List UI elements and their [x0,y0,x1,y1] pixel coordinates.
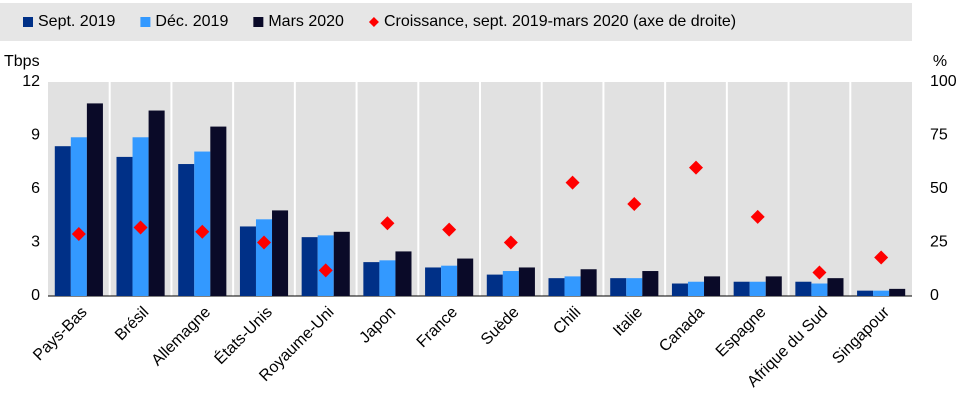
bar [333,231,350,296]
x-tick-label: Espagne [713,304,770,361]
bar [86,103,103,297]
bar [687,281,705,296]
bar [395,251,412,296]
diamond-marker [380,216,395,231]
diamond-marker [874,250,889,265]
diamond-marker [71,226,86,241]
legend-label: Mars 2020 [268,13,344,30]
x-tick-label: Allemagne [149,304,215,370]
bar [811,283,828,296]
y2-tick-label: 0 [930,287,939,304]
y-tick-label: 6 [31,180,40,197]
bar [502,271,519,296]
bar [363,262,380,296]
x-tick-label: Italie [610,304,646,340]
bar [301,237,318,296]
diamond-marker [133,220,148,235]
diamond-marker [565,175,580,190]
bar [564,276,581,296]
diamond-marker [442,222,457,237]
x-tick-label: Japon [356,304,399,347]
bar [457,258,474,296]
bar [239,226,256,296]
bar [733,281,750,296]
bar [518,267,535,296]
y-tick-label: 12 [22,73,40,90]
diamond-marker [627,196,642,211]
y-tick-label: 0 [31,287,40,304]
legend-label: Sept. 2019 [38,13,116,30]
x-tick-label: Chili [550,304,584,338]
bar [194,151,211,296]
bar [54,146,71,296]
bar [148,110,165,297]
bar [548,278,565,296]
bar [132,137,149,296]
bar [827,278,844,296]
legend-marker [253,17,264,27]
bar [626,278,643,296]
bar [642,271,659,296]
y2-tick-label: 100 [930,73,957,90]
legend-marker [23,17,33,27]
bar [178,164,195,296]
x-tick-label: États-Unis [210,302,276,368]
diamond-marker [503,235,518,250]
y-tick-label: 9 [31,127,40,144]
diamond-marker [750,209,765,224]
bar [704,276,721,296]
x-tick-label: Brésil [112,304,152,344]
bar [889,288,906,296]
y2-tick-label: 75 [930,127,948,144]
diamond-marker [812,265,827,280]
diamond-marker [689,160,703,175]
bar [749,281,766,296]
bar [857,290,874,296]
bar [795,281,812,296]
legend-label: Déc. 2019 [155,13,228,30]
bar [671,283,688,296]
legend-marker [368,17,379,27]
bar [610,278,627,296]
bar [425,267,442,296]
diamond-marker [257,235,271,250]
diamond-marker [195,224,210,239]
bar [70,137,87,296]
bar [255,219,273,296]
y2-tick-label: 50 [930,180,948,197]
bar [765,276,782,296]
bar [272,210,289,296]
bar [486,274,503,296]
x-tick-label: Pays-Bas [30,304,90,364]
legend-marker [140,17,151,27]
diamond-marker [318,263,333,278]
legend-background [0,3,912,41]
bar [116,156,133,296]
x-tick-label: Canada [656,304,708,356]
legend-label: Croissance, sept. 2019-mars 2020 (axe de… [384,13,736,30]
y2-axis-label: % [933,53,947,70]
bar [210,126,227,296]
bar [873,290,890,296]
y-axis-label: Tbps [4,53,40,70]
x-tick-label: Suède [478,304,523,349]
x-tick-label: France [414,304,461,351]
y-tick-label: 3 [31,234,40,251]
bar [580,269,597,296]
x-tick-label: Singapour [829,303,893,367]
bar [379,260,396,296]
y2-tick-label: 25 [930,234,948,251]
bar [441,265,458,296]
